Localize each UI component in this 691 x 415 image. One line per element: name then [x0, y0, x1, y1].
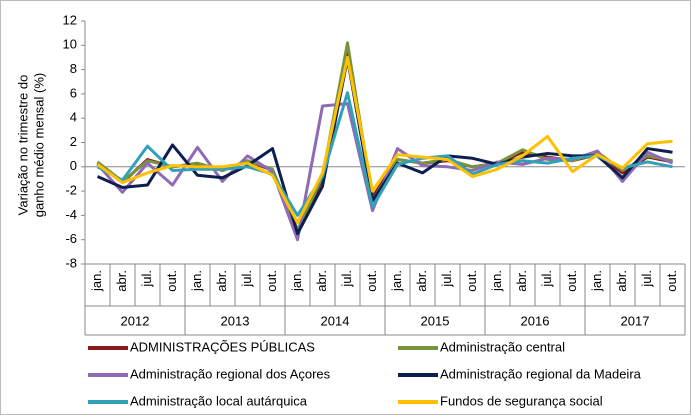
x-tick-label: abr.	[414, 270, 429, 292]
x-tick-label: out.	[364, 270, 379, 292]
year-label: 2012	[121, 313, 150, 328]
x-tick-label: jul.	[339, 270, 354, 288]
y-tick-label: 12	[63, 12, 77, 27]
x-tick-label: abr.	[514, 270, 529, 292]
y-tick-label: 4	[70, 110, 77, 125]
x-tick-label: out.	[464, 270, 479, 292]
x-tick-label: out.	[264, 270, 279, 292]
x-tick-label: out.	[664, 270, 679, 292]
x-tick-label: jul.	[639, 270, 654, 288]
year-label: 2015	[421, 313, 450, 328]
y-tick-label: 6	[70, 85, 77, 100]
x-tick-label: jan.	[289, 270, 304, 292]
x-tick-label: jan.	[189, 270, 204, 292]
legend-label: Administração regional dos Açores	[130, 366, 331, 381]
x-tick-label: jul.	[439, 270, 454, 288]
x-tick-label: jan.	[389, 270, 404, 292]
year-label: 2017	[621, 313, 650, 328]
y-axis-label: Variação no trimestre do	[15, 75, 30, 216]
legend-label: Fundos de segurança social	[440, 393, 603, 408]
x-tick-label: jan.	[89, 270, 104, 292]
x-tick-label: jan.	[589, 270, 604, 292]
x-tick-label: jul.	[239, 270, 254, 288]
y-tick-label: 0	[70, 158, 77, 173]
x-tick-label: abr.	[214, 270, 229, 292]
y-tick-label: -6	[65, 231, 77, 246]
y-tick-label: -4	[65, 207, 77, 222]
x-tick-label: jul.	[539, 270, 554, 288]
y-tick-label: 2	[70, 134, 77, 149]
series-line	[96, 55, 673, 225]
series-line	[96, 91, 673, 217]
x-tick-label: jan.	[489, 270, 504, 292]
x-tick-label: jul.	[139, 270, 154, 288]
year-label: 2016	[521, 313, 550, 328]
y-tick-label: 10	[63, 37, 77, 52]
legend-label: Administração central	[440, 339, 565, 354]
legend-label: Administração regional da Madeira	[440, 366, 642, 381]
year-label: 2014	[321, 313, 350, 328]
x-tick-label: abr.	[114, 270, 129, 292]
x-tick-label: out.	[164, 270, 179, 292]
x-tick-label: abr.	[614, 270, 629, 292]
y-tick-label: 8	[70, 61, 77, 76]
legend-label: Administração local autárquica	[130, 393, 308, 408]
y-tick-label: -2	[65, 183, 77, 198]
x-tick-label: out.	[564, 270, 579, 292]
year-label: 2013	[221, 313, 250, 328]
legend-label: ADMINISTRAÇÕES PÚBLICAS	[130, 339, 315, 354]
y-tick-label: -8	[65, 255, 77, 270]
x-tick-label: abr.	[314, 270, 329, 292]
y-axis-label: ganho médio mensal (%)	[31, 73, 46, 218]
